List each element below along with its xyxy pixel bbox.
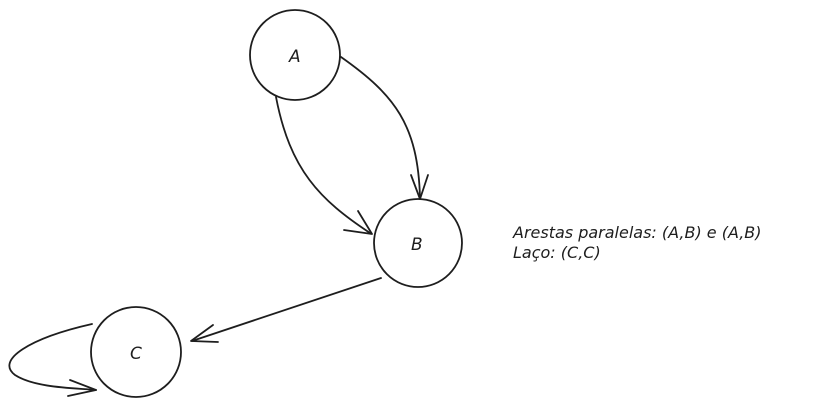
node-c-label: C (130, 344, 142, 364)
loop-c-c (8, 323, 97, 397)
edge-b-c (190, 277, 382, 343)
note-parallel-edges: Arestas paralelas: (A,B) e (A,B) (513, 223, 762, 242)
node-c[interactable]: C (90, 306, 182, 398)
node-b[interactable]: B (373, 198, 463, 288)
node-a[interactable]: A (249, 9, 341, 101)
node-b-label: B (411, 235, 423, 255)
edge-notes: Arestas paralelas: (A,B) e (A,B) Laço: (… (513, 223, 762, 263)
node-a-label: A (288, 47, 301, 67)
note-loop: Laço: (C,C) (513, 243, 601, 262)
edge-a-b-left (275, 96, 373, 235)
edge-a-b-right (340, 56, 429, 200)
